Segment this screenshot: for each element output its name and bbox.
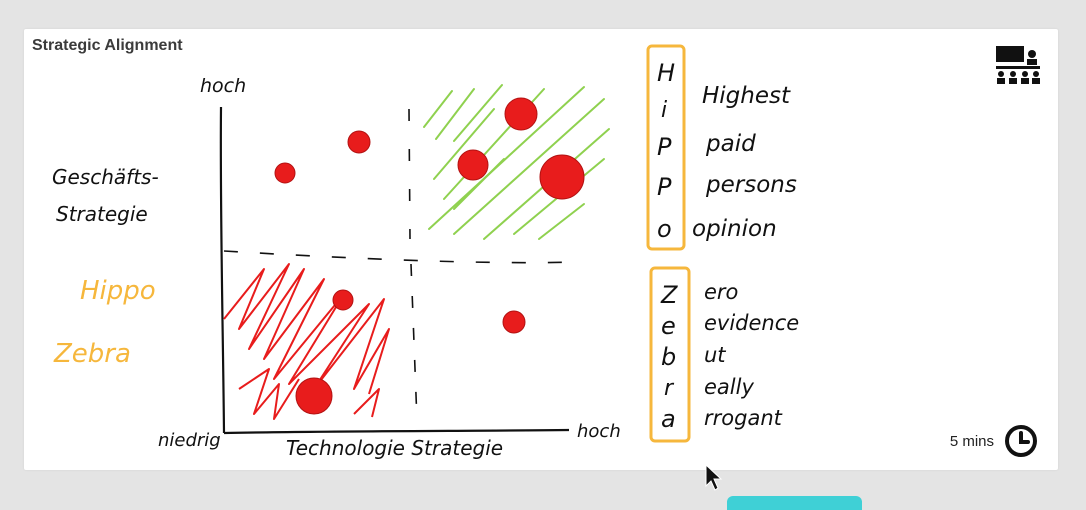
presenter-icon[interactable] xyxy=(996,44,1040,88)
x-axis-left-label: niedrig xyxy=(158,430,221,451)
hippo-word-1: Highest xyxy=(702,83,791,109)
zebra-word-2: evidence xyxy=(704,311,799,335)
zebra-letter-1: Z xyxy=(660,281,678,309)
clock-icon[interactable] xyxy=(1004,424,1038,458)
side-note-hippo: Hippo xyxy=(80,276,156,306)
hippo-word-2: paid xyxy=(705,131,756,157)
whiteboard-drawing: hoch Geschäfts- Strategie niedrig hoch T… xyxy=(52,44,799,460)
timer[interactable]: 5 mins xyxy=(950,424,1038,458)
x-axis-right-label: hoch xyxy=(577,421,621,442)
hippo-letter-4: P xyxy=(657,173,672,201)
hippo-word-3: persons xyxy=(705,172,797,198)
y-axis-top-label: hoch xyxy=(200,75,246,97)
timer-label: 5 mins xyxy=(949,432,994,450)
zebra-letter-5: a xyxy=(661,405,676,433)
zebra-letter-4: r xyxy=(664,376,675,401)
hippo-letter-3: P xyxy=(657,133,672,161)
zebra-word-5: rrogant xyxy=(704,406,783,430)
mouse-pointer-icon xyxy=(705,464,723,491)
page-title: Strategic Alignment xyxy=(32,37,183,54)
hippo-word-4: opinion xyxy=(692,216,777,242)
hippo-letter-1: H xyxy=(657,59,675,87)
bottom-action-button[interactable] xyxy=(727,496,862,510)
zebra-word-4: eally xyxy=(704,375,754,399)
y-axis-title-line2: Strategie xyxy=(56,202,148,226)
whiteboard-card: Strategic Alignment xyxy=(24,29,1058,470)
hippo-letter-5: o xyxy=(657,215,672,243)
side-note-zebra: Zebra xyxy=(53,339,131,369)
y-axis-title-line1: Geschäfts- xyxy=(52,165,159,189)
zebra-letter-2: e xyxy=(661,312,676,340)
zebra-word-1: ero xyxy=(704,280,738,304)
zebra-letter-3: b xyxy=(661,343,676,371)
x-axis-title: Technologie Strategie xyxy=(286,436,503,460)
zebra-word-3: ut xyxy=(704,343,726,367)
hippo-letter-2: i xyxy=(661,98,667,123)
